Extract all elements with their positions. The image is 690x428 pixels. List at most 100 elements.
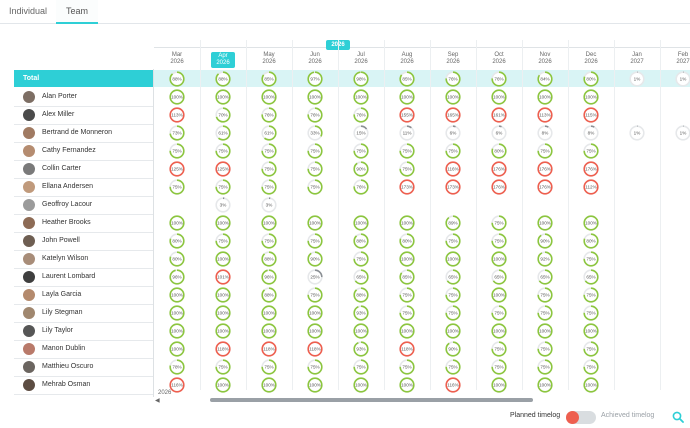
workload-cell[interactable]: 75% [261,161,277,177]
person-row[interactable]: Alex Miller [14,106,154,124]
workload-cell[interactable]: 100% [399,89,415,105]
workload-cell[interactable]: 75% [445,233,461,249]
workload-cell[interactable]: 33% [307,125,323,141]
workload-cell[interactable]: 100% [307,215,323,231]
workload-cell[interactable]: 116% [445,161,461,177]
workload-cell[interactable]: 100% [215,287,231,303]
workload-cell[interactable]: 70% [215,107,231,123]
timelog-toggle[interactable] [566,411,596,424]
workload-cell[interactable]: 92% [537,251,553,267]
workload-cell[interactable]: 75% [399,287,415,303]
total-cell[interactable]: 76% [445,71,461,87]
total-cell[interactable]: 98% [353,71,369,87]
person-row[interactable]: Laurent Lombard [14,268,154,286]
workload-cell[interactable]: 100% [583,215,599,231]
workload-cell[interactable]: 100% [169,89,185,105]
workload-cell[interactable]: 100% [353,323,369,339]
workload-cell[interactable]: 115% [583,107,599,123]
total-cell[interactable]: 97% [307,71,323,87]
tab-team[interactable]: Team [56,0,98,24]
total-cell[interactable]: 85% [399,71,415,87]
workload-cell[interactable]: 75% [169,179,185,195]
workload-cell[interactable]: 78% [169,359,185,375]
workload-cell[interactable]: 75% [215,359,231,375]
workload-cell[interactable]: 15% [353,125,369,141]
person-row[interactable]: Manon Dublin [14,340,154,358]
workload-cell[interactable]: 75% [353,251,369,267]
workload-cell[interactable]: 100% [215,323,231,339]
workload-cell[interactable]: 100% [307,305,323,321]
workload-cell[interactable]: 75% [307,161,323,177]
workload-cell[interactable]: 161% [491,107,507,123]
workload-cell[interactable]: 75% [491,341,507,357]
scroll-left-icon[interactable]: ◀ [155,398,160,404]
workload-cell[interactable]: 75% [445,359,461,375]
workload-cell[interactable]: 100% [583,323,599,339]
workload-cell[interactable]: 8% [537,125,553,141]
workload-cell[interactable]: 100% [169,341,185,357]
workload-cell[interactable]: 75% [261,179,277,195]
workload-cell[interactable]: 75% [215,179,231,195]
workload-cell[interactable]: 118% [399,341,415,357]
workload-cell[interactable]: 100% [583,377,599,393]
workload-cell[interactable]: 75% [537,341,553,357]
workload-cell[interactable]: 75% [307,287,323,303]
person-row[interactable]: Lily Stegman [14,304,154,322]
workload-cell[interactable]: 65% [491,269,507,285]
workload-cell[interactable]: 3% [261,197,277,213]
workload-cell[interactable]: 6% [491,125,507,141]
workload-cell[interactable]: 11% [399,125,415,141]
workload-cell[interactable]: 100% [215,305,231,321]
person-row[interactable]: Cathy Fernandez [14,142,154,160]
workload-cell[interactable]: 113% [537,107,553,123]
workload-cell[interactable]: 65% [583,269,599,285]
total-cell[interactable]: 1% [675,71,690,87]
workload-cell[interactable]: 93% [353,341,369,357]
person-row[interactable]: Lily Taylor [14,322,154,340]
workload-cell[interactable]: 165% [445,107,461,123]
workload-cell[interactable]: 155% [399,107,415,123]
workload-cell[interactable]: 8% [583,125,599,141]
workload-cell[interactable]: 75% [353,143,369,159]
person-row[interactable]: Collin Carter [14,160,154,178]
total-cell[interactable]: 88% [215,71,231,87]
workload-cell[interactable]: 101% [215,269,231,285]
total-cell[interactable]: 88% [169,71,185,87]
workload-cell[interactable]: 65% [353,269,369,285]
workload-cell[interactable]: 75% [445,287,461,303]
workload-cell[interactable]: 75% [491,215,507,231]
workload-cell[interactable]: 75% [399,161,415,177]
person-row[interactable]: Mehrab Osman [14,376,154,394]
workload-cell[interactable]: 75% [169,143,185,159]
person-row[interactable]: Katelyn Wilson [14,250,154,268]
workload-cell[interactable]: 125% [169,161,185,177]
workload-cell[interactable]: 90% [537,233,553,249]
person-row[interactable]: Bertrand de Monneron [14,124,154,142]
workload-cell[interactable]: 176% [583,161,599,177]
workload-cell[interactable]: 116% [445,377,461,393]
workload-cell[interactable]: 90% [445,341,461,357]
workload-cell[interactable]: 100% [537,323,553,339]
workload-cell[interactable]: 100% [537,377,553,393]
workload-cell[interactable]: 100% [445,251,461,267]
workload-cell[interactable]: 25% [307,269,323,285]
workload-cell[interactable]: 75% [583,287,599,303]
workload-cell[interactable]: 100% [215,251,231,267]
workload-cell[interactable]: 75% [491,359,507,375]
workload-cell[interactable]: 85% [399,269,415,285]
workload-cell[interactable]: 80% [491,143,507,159]
workload-cell[interactable]: 100% [215,89,231,105]
total-cell[interactable]: 76% [491,71,507,87]
workload-cell[interactable]: 75% [583,305,599,321]
person-row[interactable]: John Powell [14,232,154,250]
workload-cell[interactable]: 125% [215,161,231,177]
tab-individual[interactable]: Individual [8,6,48,16]
total-cell[interactable]: 80% [583,71,599,87]
workload-cell[interactable]: 89% [445,215,461,231]
workload-cell[interactable]: 100% [399,377,415,393]
workload-cell[interactable]: 100% [307,89,323,105]
workload-cell[interactable]: 100% [491,323,507,339]
workload-cell[interactable]: 88% [261,287,277,303]
workload-cell[interactable]: 65% [445,269,461,285]
workload-cell[interactable]: 100% [353,89,369,105]
